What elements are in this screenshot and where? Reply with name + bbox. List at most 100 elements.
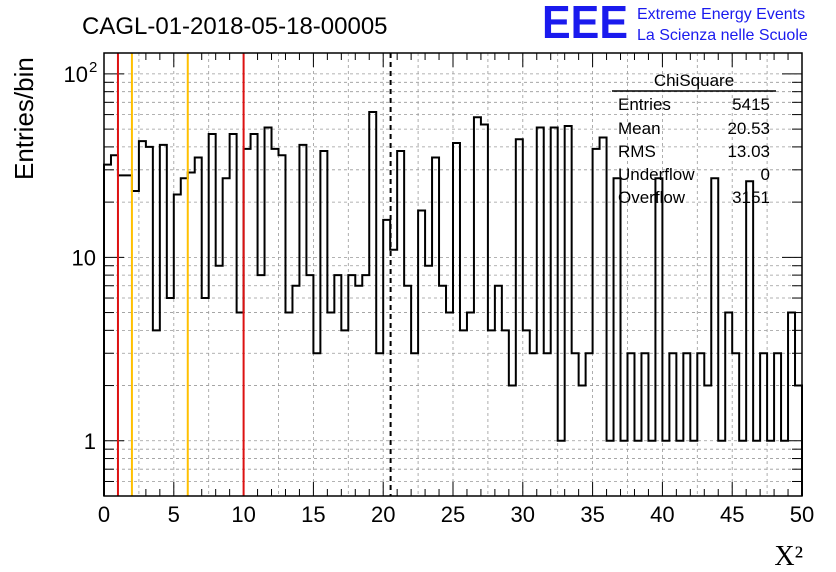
histogram-bin (376, 353, 383, 496)
histogram-bin (202, 298, 209, 496)
histogram-bin (209, 134, 216, 496)
histogram-bin (285, 313, 292, 496)
y-tick-exponent: 2 (89, 59, 97, 76)
histogram-bin (760, 353, 767, 496)
histogram-bin (788, 313, 795, 496)
stats-rms-label: RMS (618, 142, 656, 161)
histogram-bin (593, 149, 600, 496)
histogram-bin (614, 178, 621, 496)
stats-title: ChiSquare (654, 71, 734, 90)
y-tick-label: 10 (72, 245, 96, 270)
histogram-bin (216, 266, 223, 496)
histogram-bin (467, 313, 474, 496)
histogram-bin (488, 330, 495, 496)
stats-mean-label: Mean (618, 119, 661, 138)
histogram-bin (139, 141, 146, 496)
histogram-bin (299, 145, 306, 496)
histogram-bin (523, 330, 530, 496)
x-tick-label: 45 (720, 502, 744, 527)
stats-rms-value: 13.03 (727, 142, 770, 161)
histogram-bin (397, 151, 404, 496)
histogram-bin (641, 353, 648, 496)
histogram-bin (425, 266, 432, 496)
x-tick-label: 30 (511, 502, 535, 527)
stats-underflow-label: Underflow (618, 165, 695, 184)
histogram-bin (453, 143, 460, 496)
stats-box: ChiSquare Entries 5415 Mean 20.53 RMS 13… (612, 71, 776, 207)
stats-entries-value: 5415 (732, 95, 770, 114)
chart-title: CAGL-01-2018-05-18-00005 (82, 13, 388, 40)
histogram-bin (697, 353, 704, 496)
y-tick-label: 1 (84, 429, 96, 454)
histogram-bin (111, 155, 118, 496)
histogram-bin (530, 353, 537, 496)
histogram-bin (432, 158, 439, 496)
x-tick-label: 35 (580, 502, 604, 527)
x-tick-label: 15 (301, 502, 325, 527)
histogram-bin (132, 191, 139, 496)
histogram-bin (474, 117, 481, 496)
histogram-bin (118, 175, 125, 496)
histogram-bin (600, 138, 607, 496)
eee-logo: EEE Extreme Energy Events La Scienza nel… (542, 0, 808, 48)
logo-mark: EEE (542, 0, 628, 48)
histogram-bin (669, 353, 676, 496)
x-tick-label: 25 (441, 502, 465, 527)
histogram-bin (244, 149, 251, 496)
x-tick-label: 40 (650, 502, 674, 527)
histogram-bin (628, 353, 635, 496)
x-axis-label: X² (774, 541, 803, 572)
histogram-bin (446, 313, 453, 496)
histogram-bin (460, 330, 467, 496)
histogram-bin (732, 353, 739, 496)
histogram-bin (292, 286, 299, 496)
histogram-bin (327, 313, 334, 496)
histogram-bin (272, 149, 279, 496)
histogram-bin (181, 178, 188, 496)
histogram-bin (481, 124, 488, 496)
logo-line2: La Scienza nelle Scuole (637, 27, 808, 44)
histogram-bin (411, 353, 418, 496)
histogram-bin (725, 313, 732, 496)
histogram-bin (383, 220, 390, 496)
histogram-bin (544, 353, 551, 496)
histogram-bin (125, 175, 132, 496)
histogram-bars (103, 110, 803, 496)
histogram-bin (167, 298, 174, 496)
histogram-bin (572, 353, 579, 496)
histogram-bin (404, 286, 411, 496)
x-tick-label: 5 (168, 502, 180, 527)
histogram-bin (711, 178, 718, 496)
threshold-lines (116, 53, 392, 496)
y-tick-label: 10 (64, 62, 88, 87)
histogram-bin (230, 134, 237, 496)
stats-overflow-value: 3151 (732, 188, 770, 207)
histogram-bin (174, 195, 181, 496)
x-tick-label: 50 (790, 502, 814, 527)
histogram-bin (279, 155, 286, 496)
histogram-bin (516, 139, 523, 496)
histogram-bin (160, 145, 167, 496)
y-axis-label: Entries/bin (9, 57, 39, 180)
x-tick-label: 0 (98, 502, 110, 527)
histogram-bin (313, 353, 320, 496)
histogram-bin (188, 173, 195, 496)
x-tick-label: 10 (231, 502, 255, 527)
logo-line1: Extreme Energy Events (637, 6, 805, 23)
histogram-bin (237, 313, 244, 496)
histogram-bin (774, 353, 781, 496)
histogram-bin (320, 151, 327, 496)
histogram-outline (103, 110, 803, 496)
plot-frame (103, 52, 803, 497)
histogram-bin (251, 134, 258, 496)
histogram-bin (439, 286, 446, 496)
x-tick-label: 20 (371, 502, 395, 527)
stats-underflow-value: 0 (761, 165, 770, 184)
histogram-bin (146, 147, 153, 496)
histogram-bin (195, 158, 202, 496)
histogram-bin (153, 330, 160, 496)
histogram-bin (683, 353, 690, 496)
stats-mean-value: 20.53 (727, 119, 770, 138)
